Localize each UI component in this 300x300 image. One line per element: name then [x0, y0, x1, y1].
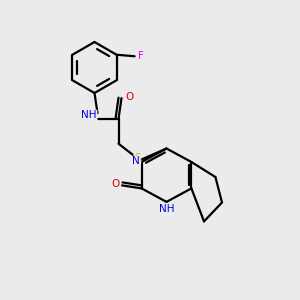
Text: S: S — [134, 153, 141, 163]
Text: NH: NH — [159, 203, 174, 214]
Text: F: F — [138, 51, 144, 61]
Text: O: O — [111, 179, 120, 189]
Text: N: N — [132, 156, 140, 167]
Text: O: O — [125, 92, 133, 102]
Text: NH: NH — [81, 110, 97, 120]
